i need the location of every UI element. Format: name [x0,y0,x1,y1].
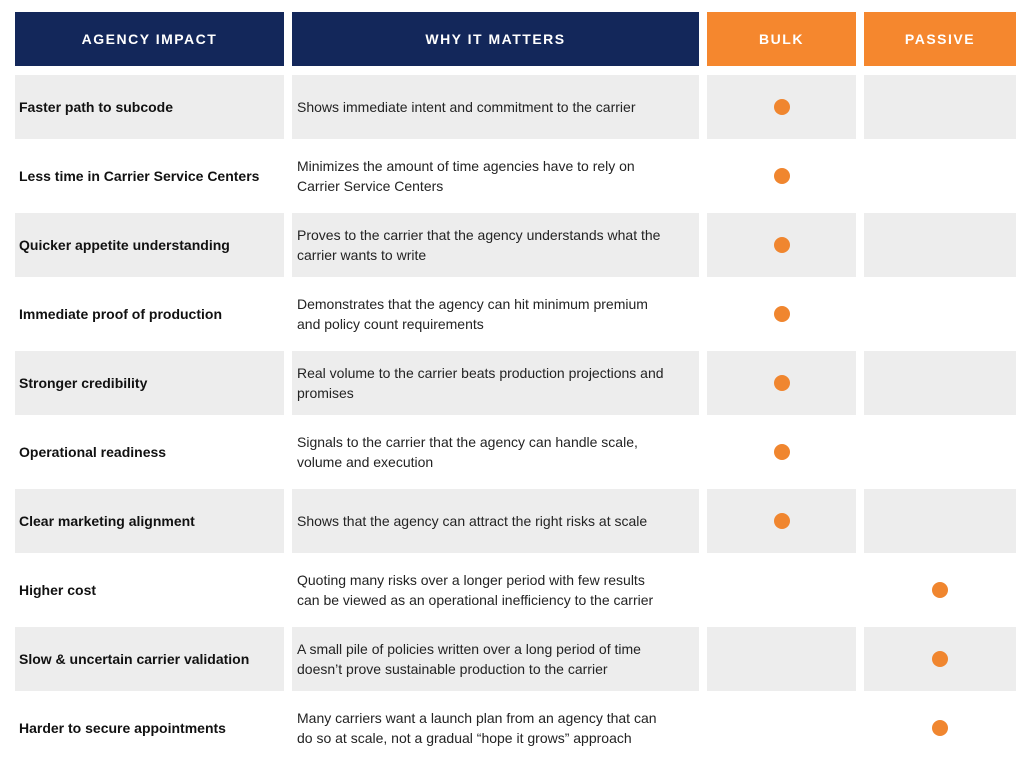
why-it-matters-cell: Many carriers want a launch plan from an… [292,696,699,760]
why-it-matters-cell: Demonstrates that the agency can hit min… [292,282,699,346]
impact-label: Stronger credibility [19,375,148,391]
bulk-cell [707,627,856,691]
impact-label: Clear marketing alignment [19,513,195,529]
agency-impact-cell: Slow & uncertain carrier validation [15,627,284,691]
why-text: Signals to the carrier that the agency c… [297,433,638,470]
why-it-matters-cell: Quoting many risks over a longer period … [292,558,699,622]
agency-impact-cell: Harder to secure appointments [15,696,284,760]
why-text: Proves to the carrier that the agency un… [297,226,661,263]
header-agency-impact-label: AGENCY IMPACT [81,31,218,47]
table-row: Higher cost Quoting many risks over a lo… [15,558,1016,622]
agency-impact-cell: Less time in Carrier Service Centers [15,144,284,208]
bulk-dot-icon [773,237,790,253]
bulk-cell [707,420,856,484]
why-it-matters-cell: Signals to the carrier that the agency c… [292,420,699,484]
table-row: Immediate proof of production Demonstrat… [15,282,1016,346]
why-it-matters-cell: A small pile of policies written over a … [292,627,699,691]
why-text: Minimizes the amount of time agencies ha… [297,157,635,194]
bulk-cell [707,144,856,208]
table-header-row: AGENCY IMPACT WHY IT MATTERS BULK PASSIV… [15,12,1016,66]
why-it-matters-cell: Shows that the agency can attract the ri… [292,489,699,553]
impact-label: Slow & uncertain carrier validation [19,651,250,667]
impact-label: Operational readiness [19,444,167,460]
why-text: A small pile of policies written over a … [297,640,641,677]
bulk-dot-icon [773,99,790,115]
passive-cell [864,558,1016,622]
why-it-matters-cell: Shows immediate intent and commitment to… [292,75,699,139]
why-text: Shows immediate intent and commitment to… [297,98,636,115]
bulk-cell [707,213,856,277]
table-row: Harder to secure appointments Many carri… [15,696,1016,760]
bulk-dot-icon [773,375,790,391]
why-it-matters-cell: Proves to the carrier that the agency un… [292,213,699,277]
why-text: Many carriers want a launch plan from an… [297,709,657,746]
table-row: Quicker appetite understanding Proves to… [15,213,1016,277]
passive-cell [864,627,1016,691]
header-passive-label: PASSIVE [904,31,976,47]
why-it-matters-cell: Minimizes the amount of time agencies ha… [292,144,699,208]
bulk-dot-icon [773,513,790,529]
header-bulk: BULK [707,12,856,66]
impact-label: Harder to secure appointments [19,720,226,736]
agency-impact-cell: Faster path to subcode [15,75,284,139]
table-row: Operational readiness Signals to the car… [15,420,1016,484]
bulk-cell [707,696,856,760]
bulk-cell [707,489,856,553]
bulk-dot-icon [773,444,790,460]
bulk-dot-icon [773,168,790,184]
agency-impact-cell: Quicker appetite understanding [15,213,284,277]
bulk-cell [707,282,856,346]
impact-label: Faster path to subcode [19,99,174,115]
passive-cell [864,213,1016,277]
agency-impact-cell: Higher cost [15,558,284,622]
why-text: Demonstrates that the agency can hit min… [297,295,648,332]
header-why-it-matters: WHY IT MATTERS [292,12,699,66]
table-row: Slow & uncertain carrier validation A sm… [15,627,1016,691]
header-passive: PASSIVE [864,12,1016,66]
table-body: Faster path to subcode Shows immediate i… [15,75,1016,760]
header-why-it-matters-label: WHY IT MATTERS [425,31,566,47]
passive-cell [864,420,1016,484]
passive-cell [864,696,1016,760]
impact-label: Quicker appetite understanding [19,237,230,253]
impact-label: Higher cost [19,582,97,598]
agency-impact-cell: Immediate proof of production [15,282,284,346]
why-text: Shows that the agency can attract the ri… [297,512,648,529]
header-agency-impact: AGENCY IMPACT [15,12,284,66]
why-text: Real volume to the carrier beats product… [297,364,664,401]
agency-impact-cell: Stronger credibility [15,351,284,415]
why-text: Quoting many risks over a longer period … [297,571,654,608]
bulk-cell [707,75,856,139]
passive-cell [864,489,1016,553]
passive-dot-icon [932,582,948,598]
passive-cell [864,75,1016,139]
table-row: Less time in Carrier Service Centers Min… [15,144,1016,208]
passive-cell [864,144,1016,208]
passive-cell [864,282,1016,346]
header-bulk-label: BULK [759,31,804,47]
bulk-dot-icon [773,306,790,322]
bulk-cell [707,351,856,415]
passive-dot-icon [932,651,948,667]
table-row: Faster path to subcode Shows immediate i… [15,75,1016,139]
agency-impact-cell: Clear marketing alignment [15,489,284,553]
bulk-cell [707,558,856,622]
impact-label: Immediate proof of production [19,306,222,322]
why-it-matters-cell: Real volume to the carrier beats product… [292,351,699,415]
impact-label: Less time in Carrier Service Centers [19,168,260,184]
passive-cell [864,351,1016,415]
table-row: Stronger credibility Real volume to the … [15,351,1016,415]
agency-impact-cell: Operational readiness [15,420,284,484]
table-row: Clear marketing alignment Shows that the… [15,489,1016,553]
passive-dot-icon [932,720,948,736]
